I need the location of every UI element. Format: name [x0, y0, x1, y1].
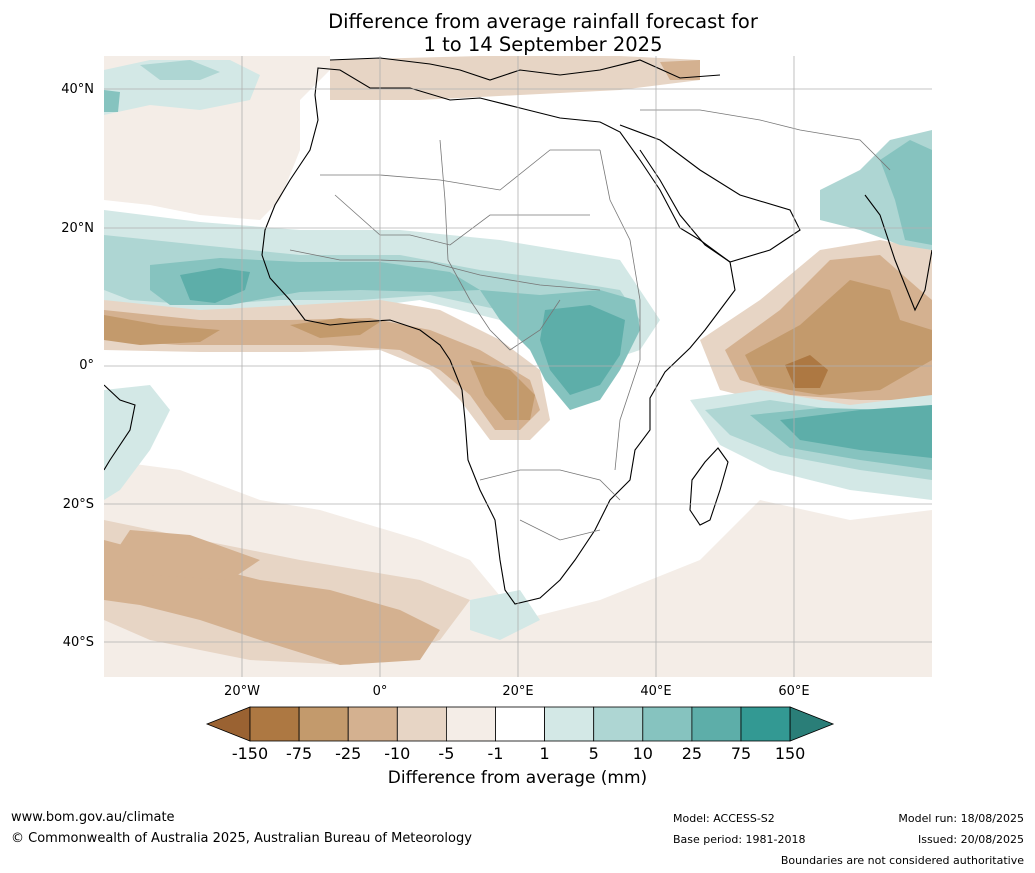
- colorbar-tick-label: -1: [487, 744, 504, 763]
- colorbar-tick-label: 10: [632, 744, 653, 763]
- footer-model-run: Model run: 18/08/2025: [898, 812, 1024, 825]
- wet-field-north-atlantic: [104, 60, 260, 115]
- footer-model: Model: ACCESS-S2: [673, 812, 775, 825]
- colorbar-cell: [593, 706, 644, 742]
- wet-field-south-atlantic: [104, 385, 540, 640]
- footer-website[interactable]: www.bom.gov.au/climate: [11, 810, 175, 825]
- coastlines: [104, 57, 932, 605]
- footer-base-period: Base period: 1981-2018: [673, 833, 806, 846]
- colorbar-tick-label: 150: [774, 744, 806, 763]
- border-south: [479, 469, 621, 541]
- colorbar-cell: [396, 706, 447, 742]
- colorbar-tick-label: -25: [335, 744, 362, 763]
- wet-field-indian-ocean-core: [780, 405, 932, 458]
- border-east: [599, 149, 641, 471]
- footer-copyright: © Commonwealth of Australia 2025, Austra…: [11, 831, 472, 846]
- footer-disclaimer: Boundaries are not considered authoritat…: [780, 854, 1024, 867]
- africa-coastline: [261, 67, 736, 605]
- wet-field-north-atlantic-core: [140, 60, 220, 80]
- colorbar-cell: [445, 706, 496, 742]
- colorbar-tick-label: 1: [539, 744, 550, 763]
- wet-field-congo-core: [540, 305, 625, 395]
- graticule: [104, 56, 932, 677]
- wet-field-iberia: [104, 90, 120, 112]
- colorbar-cell: [249, 706, 300, 742]
- colorbar-tick-label: -5: [438, 744, 455, 763]
- colorbar-tick-label: -75: [286, 744, 313, 763]
- dry-field-guinea-mid: [104, 310, 540, 430]
- border-central: [439, 139, 561, 351]
- border-sahara-north: [320, 149, 600, 191]
- lat-label-40s: 40°S: [62, 635, 94, 650]
- border-sahel: [289, 249, 601, 291]
- lon-label-0: 0°: [372, 684, 388, 699]
- colorbar-cell: [495, 706, 545, 742]
- colorbar-title: Difference from average (mm): [387, 768, 648, 788]
- colorbar-arrow-low: [205, 706, 251, 742]
- lat-label-20s: 20°S: [62, 497, 94, 512]
- madagascar-coastline: [689, 447, 729, 526]
- colorbar-tick-label: -150: [231, 744, 269, 763]
- arabia-coastline: [619, 124, 801, 263]
- lon-label-60e: 60°E: [778, 684, 810, 699]
- colorbar-cell: [347, 706, 398, 742]
- wet-field-arabian-sea-core: [880, 140, 932, 245]
- lat-label-equator: 0°: [79, 358, 94, 373]
- europe-coastline: [329, 57, 721, 81]
- lon-label-40e: 40°E: [640, 684, 672, 699]
- map-title: Difference from average rainfall forecas…: [0, 10, 1035, 56]
- colorbar: [205, 706, 835, 742]
- title-line-2: 1 to 14 September 2025: [423, 33, 663, 56]
- colorbar-cell: [298, 706, 349, 742]
- colorbar-tick-label: 25: [681, 744, 703, 763]
- dry-field-guinea-core: [104, 315, 535, 420]
- colorbar-tick-label: -10: [384, 744, 411, 763]
- wet-field-sahel-core: [180, 268, 250, 303]
- country-borders: [289, 109, 891, 541]
- dry-field-mediterranean-core: [660, 60, 700, 80]
- title-line-1: Difference from average rainfall forecas…: [328, 10, 758, 33]
- colorbar-cell: [691, 706, 742, 742]
- lat-label-20n: 20°N: [61, 221, 94, 236]
- colorbar-cell: [544, 706, 595, 742]
- colorbar-tick-label: 75: [730, 744, 752, 763]
- south-america-coastline: [104, 384, 136, 471]
- lon-label-20w: 20°W: [224, 684, 260, 699]
- rainfall-map: [104, 56, 932, 677]
- colorbar-cell: [740, 706, 791, 742]
- colorbar-tick-label: 5: [588, 744, 599, 763]
- lat-label-40n: 40°N: [61, 82, 94, 97]
- india-coastline: [864, 194, 932, 312]
- border-middle-east: [640, 109, 891, 171]
- colorbar-arrow-high: [789, 706, 835, 742]
- dry-field-south-west: [110, 530, 260, 580]
- lon-label-20e: 20°E: [502, 684, 534, 699]
- colorbar-cell: [642, 706, 693, 742]
- dry-field-indian-ocean-peak: [785, 355, 828, 388]
- anomaly-fields: [104, 56, 932, 677]
- footer-issued: Issued: 20/08/2025: [917, 833, 1024, 846]
